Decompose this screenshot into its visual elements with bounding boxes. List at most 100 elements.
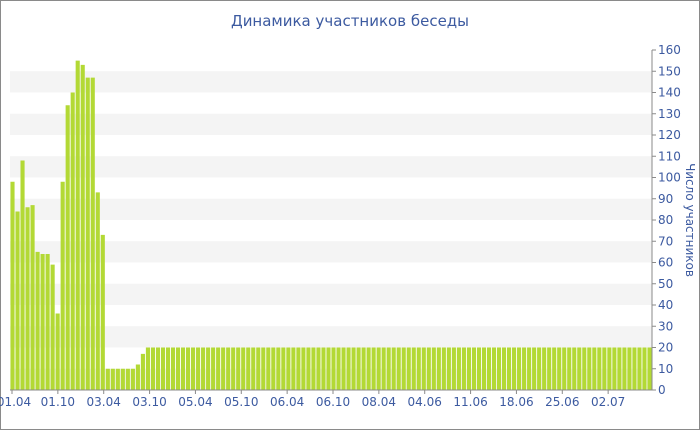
x-tick-label: 06.10 — [316, 395, 350, 409]
bar — [15, 211, 20, 390]
bar — [642, 347, 647, 390]
y-axis-title: Число участников — [683, 163, 697, 277]
y-tick-label: 80 — [658, 213, 673, 227]
bar — [165, 347, 171, 390]
bar — [537, 347, 542, 390]
bar — [236, 347, 241, 390]
y-tick-label: 70 — [658, 234, 673, 248]
bar — [251, 347, 256, 390]
bar — [246, 347, 251, 390]
bar — [421, 347, 426, 390]
chart-title: Динамика участников беседы — [230, 12, 470, 30]
grid-band — [10, 71, 652, 93]
y-tick-label: 90 — [658, 192, 673, 206]
y-tick-label: 20 — [658, 341, 673, 355]
bar — [20, 160, 25, 390]
bar — [512, 347, 517, 390]
bar — [271, 347, 276, 390]
bar — [40, 254, 45, 390]
bar — [481, 347, 487, 390]
bar — [406, 347, 411, 390]
bar — [371, 347, 376, 390]
bar — [261, 347, 266, 390]
y-tick-label: 40 — [658, 298, 673, 312]
bar — [356, 347, 361, 390]
bar — [396, 347, 401, 390]
y-tick-label: 140 — [658, 86, 681, 100]
bar — [496, 347, 502, 390]
bar — [587, 347, 592, 390]
x-tick-label: 01.10 — [41, 395, 75, 409]
bar — [45, 254, 50, 390]
bar — [80, 64, 85, 390]
bar — [281, 347, 286, 390]
bar — [592, 347, 597, 390]
x-tick-label: 03.04 — [87, 395, 121, 409]
bar — [150, 347, 156, 390]
y-tick-label: 30 — [658, 319, 673, 333]
bar — [311, 347, 316, 390]
bar — [110, 368, 115, 390]
bar — [321, 347, 326, 390]
bar — [542, 347, 547, 390]
bar — [361, 347, 366, 390]
bar — [226, 347, 231, 390]
bar — [175, 347, 181, 390]
bar — [647, 347, 652, 390]
y-tick-label: 120 — [658, 128, 681, 142]
bar — [196, 347, 201, 390]
bar — [597, 347, 602, 390]
x-tick-label: 04.06 — [408, 395, 442, 409]
bar — [306, 347, 311, 390]
bar — [145, 347, 150, 390]
bar — [501, 347, 507, 390]
x-tick-label: 05.04 — [178, 395, 212, 409]
bar — [557, 347, 562, 390]
bar — [567, 347, 572, 390]
bar — [155, 347, 161, 390]
bar — [286, 347, 291, 390]
x-axis: 01.04 01.10 03.04 03.10 05.04 05.10 06.04 06.10… — [0, 389, 652, 409]
bar — [532, 347, 537, 390]
bar — [191, 347, 196, 390]
grid-band — [10, 198, 652, 220]
bar — [60, 181, 65, 390]
bar — [50, 264, 55, 390]
bar — [140, 353, 145, 390]
bar — [231, 347, 236, 390]
bar — [266, 347, 271, 390]
bar — [201, 347, 206, 390]
bar — [85, 77, 90, 390]
bar — [391, 347, 396, 390]
bar — [401, 347, 406, 390]
y-tick-label: 10 — [658, 362, 673, 376]
bar — [416, 347, 421, 390]
bar — [30, 205, 35, 390]
bar — [627, 347, 632, 390]
x-tick-label: 11.06 — [453, 395, 487, 409]
bar — [216, 347, 221, 390]
bar — [366, 347, 371, 390]
bar — [135, 364, 140, 390]
bar — [547, 347, 552, 390]
bar — [316, 347, 321, 390]
bar — [221, 347, 226, 390]
bar — [10, 181, 15, 390]
bar — [632, 347, 637, 390]
bar — [376, 347, 381, 390]
bar — [491, 347, 497, 390]
bar — [426, 347, 431, 390]
bar — [431, 347, 436, 390]
bar — [486, 347, 492, 390]
bar — [75, 60, 80, 390]
x-tick-label: 06.04 — [270, 395, 304, 409]
bar — [351, 347, 356, 390]
bar-series — [10, 60, 652, 390]
bar — [331, 347, 336, 390]
bar — [180, 347, 186, 390]
y-tick-label: 110 — [658, 149, 681, 163]
bar — [130, 368, 135, 390]
y-tick-label: 150 — [658, 64, 681, 78]
bar — [120, 368, 125, 390]
bar — [386, 347, 391, 390]
